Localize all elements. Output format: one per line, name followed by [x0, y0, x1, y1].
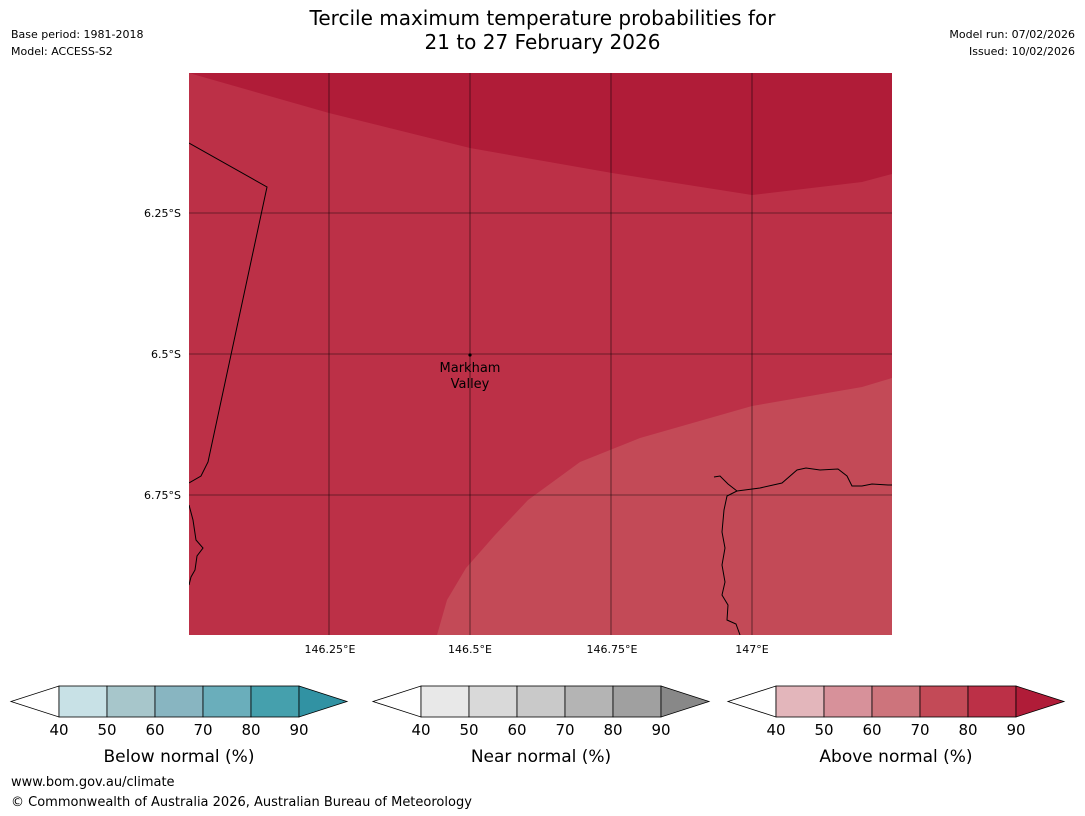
above-normal-legend: 40 50 60 70 80 90 Above normal (%) [726, 685, 1066, 767]
near-normal-swatch-60 [516, 685, 566, 718]
near-normal-swatch-50 [468, 685, 518, 718]
near-normal-legend-title: Near normal (%) [471, 747, 611, 767]
region-above-70-80 [437, 378, 892, 635]
below-normal-swatch-50 [106, 685, 156, 718]
issued-text: Issued: 10/02/2026 [968, 45, 1075, 58]
lat-label-6-5: 6.5°S [151, 348, 181, 361]
near-normal-tick-70: 70 [555, 721, 574, 739]
lon-label-146-25: 146.25°E [305, 643, 356, 656]
coastline [189, 142, 892, 635]
footer-website[interactable]: www.bom.gov.au/climate [11, 775, 175, 790]
below-normal-swatch-70 [202, 685, 252, 718]
near-normal-tick-40: 40 [411, 721, 430, 739]
lat-label-6-75: 6.75°S [144, 489, 181, 502]
above-normal-legend-title: Above normal (%) [819, 747, 972, 767]
above-normal-tick-80: 80 [958, 721, 977, 739]
above-normal-swatch-40 [775, 685, 825, 718]
lat-label-6-25: 6.25°S [144, 207, 181, 220]
below-normal-tick-50: 50 [97, 721, 116, 739]
lon-label-146-75: 146.75°E [587, 643, 638, 656]
below-normal-tick-90: 90 [289, 721, 308, 739]
model-run-text: Model run: 07/02/2026 [949, 28, 1075, 41]
above-normal-swatch-80 [967, 685, 1017, 718]
near-normal-tick-80: 80 [603, 721, 622, 739]
above-normal-tick-60: 60 [862, 721, 881, 739]
below-normal-over-triangle [298, 685, 349, 718]
below-normal-swatch-60 [154, 685, 204, 718]
meta-left: Base period: 1981-2018 Model: ACCESS-S2 [11, 26, 143, 60]
above-normal-swatch-50 [823, 685, 873, 718]
near-normal-over-triangle [660, 685, 711, 718]
near-normal-tick-90: 90 [651, 721, 670, 739]
map-panel[interactable] [189, 73, 892, 635]
title-line-1: Tercile maximum temperature probabilitie… [309, 6, 776, 30]
below-normal-tick-70: 70 [193, 721, 212, 739]
lon-label-146-5: 146.5°E [448, 643, 492, 656]
region-above-90-plus [189, 73, 892, 195]
near-normal-legend: 40 50 60 70 80 90 Near normal (%) [371, 685, 711, 767]
above-normal-tick-90: 90 [1006, 721, 1025, 739]
legends: 40 50 60 70 80 90 Below normal (%) 40 50 60 70 80 90… [9, 685, 1066, 767]
below-normal-legend: 40 50 60 70 80 90 Below normal (%) [9, 685, 349, 767]
base-period-text: Base period: 1981-2018 [11, 28, 144, 41]
meta-right: Model run: 07/02/2026 Issued: 10/02/2026 [949, 26, 1075, 60]
below-normal-swatch-80 [250, 685, 300, 718]
footer-copyright: © Commonwealth of Australia 2026, Austra… [11, 795, 472, 810]
map-title: Tercile maximum temperature probabilitie… [0, 6, 1085, 54]
above-normal-swatch-70 [919, 685, 969, 718]
above-normal-under-triangle [726, 685, 777, 718]
above-normal-tick-70: 70 [910, 721, 929, 739]
place-label-line-2: Valley [451, 377, 490, 392]
below-normal-tick-80: 80 [241, 721, 260, 739]
markham-valley-marker [468, 353, 472, 357]
near-normal-under-triangle [371, 685, 422, 718]
near-normal-tick-60: 60 [507, 721, 526, 739]
near-normal-swatch-70 [564, 685, 614, 718]
near-normal-swatch-40 [420, 685, 470, 718]
below-normal-legend-title: Below normal (%) [104, 747, 255, 767]
above-normal-over-triangle [1015, 685, 1066, 718]
below-normal-tick-40: 40 [49, 721, 68, 739]
near-normal-tick-50: 50 [459, 721, 478, 739]
lon-label-147: 147°E [735, 643, 768, 656]
below-normal-under-triangle [9, 685, 60, 718]
above-normal-tick-40: 40 [766, 721, 785, 739]
above-normal-tick-50: 50 [814, 721, 833, 739]
below-normal-swatch-40 [58, 685, 108, 718]
model-text: Model: ACCESS-S2 [11, 45, 113, 58]
below-normal-tick-60: 60 [145, 721, 164, 739]
place-label-line-1: Markham [440, 361, 501, 376]
title-line-2: 21 to 27 February 2026 [424, 30, 661, 54]
above-normal-swatch-60 [871, 685, 921, 718]
near-normal-swatch-80 [612, 685, 662, 718]
